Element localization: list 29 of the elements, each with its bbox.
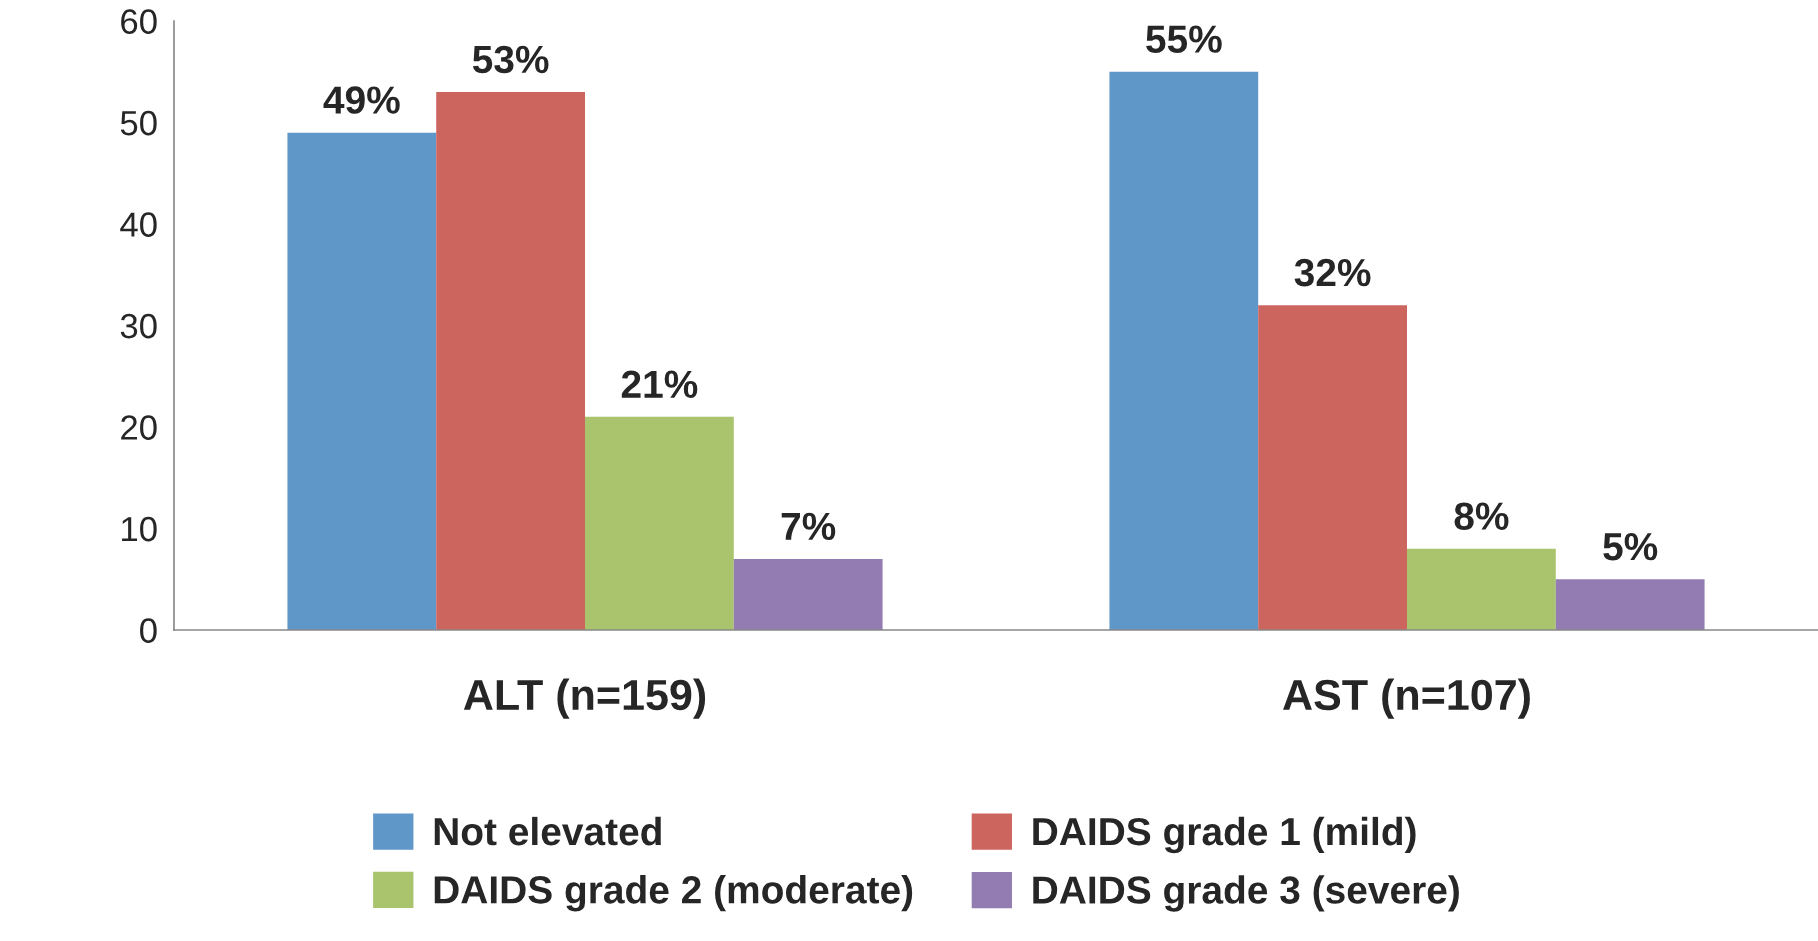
bar: [287, 132, 437, 630]
bar: [733, 558, 883, 630]
bar: [585, 416, 734, 630]
bar: [1407, 548, 1556, 630]
y-tick-label: 30: [120, 313, 157, 339]
x-tick-label: AST (n=107): [1283, 678, 1530, 719]
data-label: 55%: [1146, 25, 1222, 53]
legend-label: Not elevated: [434, 816, 661, 846]
y-tick-label: 10: [122, 516, 157, 542]
y-tick-label: 0: [140, 618, 157, 643]
y-tick-label: 60: [121, 9, 157, 34]
bar: [436, 92, 585, 630]
y-tick-label: 40: [120, 212, 157, 237]
data-label: 5%: [1603, 533, 1658, 561]
data-label: 53%: [472, 45, 549, 74]
data-label: 21%: [621, 370, 698, 398]
bar: [1555, 579, 1705, 630]
legend-label: DAIDS grade 1 (mild): [1033, 816, 1416, 854]
data-label: 32%: [1294, 258, 1371, 287]
data-label: 8%: [1454, 502, 1509, 530]
y-tick-label: 20: [121, 415, 157, 440]
data-label: 49%: [323, 86, 400, 114]
x-tick-label: ALT (n=159): [463, 678, 706, 719]
bar: [1258, 305, 1407, 630]
legend-label: DAIDS grade 2 (moderate): [434, 875, 913, 912]
legend-label: DAIDS grade 3 (severe): [1033, 875, 1459, 912]
data-label: 7%: [781, 512, 836, 541]
bar: [1109, 71, 1259, 630]
y-tick-label: 50: [120, 110, 157, 136]
